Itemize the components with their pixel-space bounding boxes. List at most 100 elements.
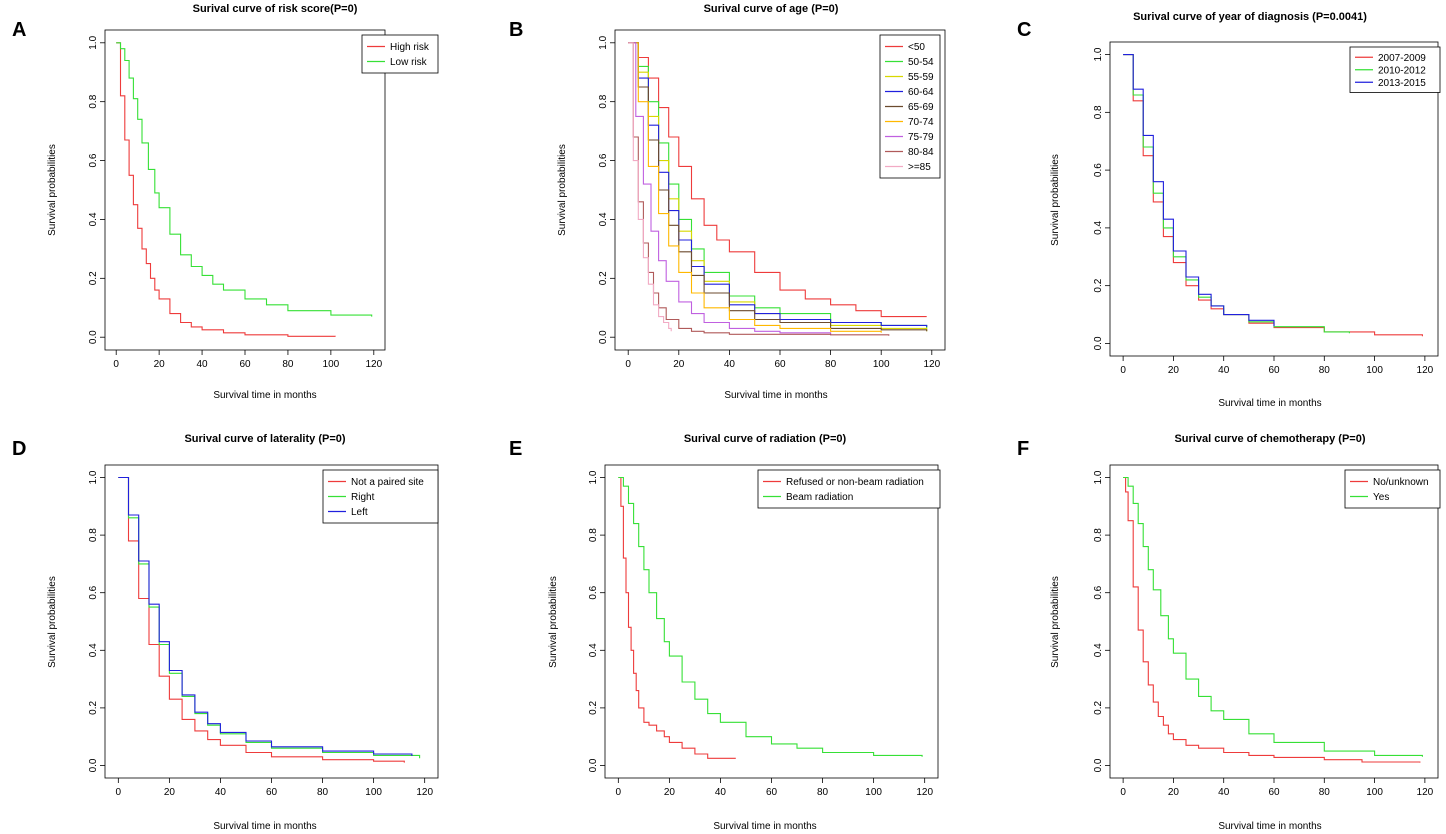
x-tick-label: 40 <box>715 787 727 798</box>
chart-title: Surival curve of age (P=0) <box>704 3 839 15</box>
x-tick-label: 100 <box>1366 787 1383 798</box>
x-tick-label: 120 <box>1417 365 1434 376</box>
y-tick-label: 0.2 <box>88 701 99 715</box>
y-tick-label: 0.2 <box>1093 278 1104 292</box>
x-axis-label: Survival time in months <box>724 390 827 401</box>
x-tick-label: 20 <box>673 359 685 370</box>
panel-f: F Surival curve of chemotherapy (P=0) 0 20 4… <box>1017 433 1441 832</box>
legend-label: 70-74 <box>908 117 934 128</box>
panel-letter: C <box>1017 19 1031 41</box>
y-tick-label: 1.0 <box>1093 470 1104 484</box>
y-tick-label: 1.0 <box>88 35 99 49</box>
chart-title: Surival curve of radiation (P=0) <box>684 433 847 445</box>
x-axis-label: Survival time in months <box>713 821 816 832</box>
y-tick-label: 0.4 <box>1093 643 1104 657</box>
panel-letter: A <box>12 19 26 41</box>
x-axis-label: Survival time in months <box>213 390 316 401</box>
legend-label: Left <box>351 507 368 518</box>
legend-label: Yes <box>1373 492 1389 503</box>
legend-label: Right <box>351 492 375 503</box>
x-tick-label: 60 <box>766 787 778 798</box>
y-axis-label: Survival probabilities <box>548 576 559 668</box>
plot-frame <box>1109 464 1439 779</box>
y-tick-label: 0.4 <box>88 643 99 657</box>
x-tick-label: 40 <box>1218 787 1230 798</box>
series-line-7 <box>628 42 832 335</box>
legend-label: 50-54 <box>908 57 934 68</box>
legend-label: <50 <box>908 42 925 53</box>
series-line-3 <box>1123 54 1275 327</box>
y-tick-label: 1.0 <box>88 470 99 484</box>
y-axis-label: Survival probabilities <box>47 576 58 668</box>
x-tick-label: 80 <box>1319 787 1331 798</box>
y-tick-label: 1.0 <box>588 470 599 484</box>
x-tick-label: 100 <box>323 359 340 370</box>
x-tick-label: 60 <box>1268 365 1280 376</box>
y-tick-label: 0.0 <box>88 758 99 772</box>
x-tick-label: 60 <box>239 359 251 370</box>
legend-label: 55-59 <box>908 72 934 83</box>
x-tick-label: 20 <box>664 787 676 798</box>
x-axis-label: Survival time in months <box>213 821 316 832</box>
y-tick-label: 0.6 <box>598 153 609 167</box>
y-axis-label: Survival probabilities <box>1050 576 1061 668</box>
legend-box <box>361 34 439 74</box>
x-tick-label: 0 <box>616 787 622 798</box>
chart-title: Surival curve of risk score(P=0) <box>193 3 358 15</box>
y-tick-label: 0.2 <box>88 271 99 285</box>
panel-c: C Surival curve of year of diagnosis (P=0… <box>1017 11 1441 409</box>
y-tick-label: 0.8 <box>598 94 609 108</box>
panel-e: E Surival curve of radiation (P=0) 0 20 40 60… <box>509 433 941 832</box>
plot-frame <box>604 464 939 779</box>
x-tick-label: 100 <box>865 787 882 798</box>
x-tick-label: 100 <box>873 359 890 370</box>
y-axis-label: Survival probabilities <box>1050 154 1061 246</box>
y-tick-label: 0.0 <box>598 330 609 344</box>
x-tick-label: 100 <box>365 787 382 798</box>
y-tick-label: 0.0 <box>1093 336 1104 350</box>
x-tick-label: 80 <box>1319 365 1331 376</box>
y-tick-label: 0.6 <box>88 585 99 599</box>
x-tick-label: 20 <box>154 359 166 370</box>
x-tick-label: 0 <box>625 359 631 370</box>
y-tick-label: 0.4 <box>598 212 609 226</box>
series-line-1 <box>628 42 927 318</box>
legend-label: 2013-2015 <box>1378 78 1426 89</box>
series-line-5 <box>628 42 928 332</box>
legend-label: 60-64 <box>908 87 934 98</box>
legend-label: High risk <box>390 42 430 53</box>
y-tick-label: 1.0 <box>598 35 609 49</box>
y-tick-label: 0.8 <box>588 528 599 542</box>
series-line-2 <box>116 42 373 317</box>
y-tick-label: 0.0 <box>1093 758 1104 772</box>
panel-letter: F <box>1017 438 1029 460</box>
x-tick-label: 120 <box>916 787 933 798</box>
x-tick-label: 0 <box>113 359 119 370</box>
plot-frame <box>104 29 386 351</box>
y-tick-label: 0.8 <box>88 94 99 108</box>
series-line-6 <box>628 42 882 333</box>
legend-label: No/unknown <box>1373 477 1429 488</box>
y-tick-label: 0.6 <box>1093 585 1104 599</box>
series-line-9 <box>628 42 672 332</box>
y-tick-label: 0.8 <box>88 528 99 542</box>
panel-letter: D <box>12 438 26 460</box>
series-line-1 <box>118 476 405 763</box>
legend-label: Refused or non-beam radiation <box>786 477 924 488</box>
panel-a: A Surival curve of risk score(P=0) 0 20 40 60… <box>12 3 439 401</box>
y-tick-label: 0.8 <box>1093 105 1104 119</box>
x-tick-label: 120 <box>1417 787 1434 798</box>
panel-d: D Surival curve of laterality (P=0) 0 20 40 6… <box>12 433 439 832</box>
x-tick-label: 40 <box>197 359 209 370</box>
chart-title: Surival curve of year of diagnosis (P=0.… <box>1133 11 1367 23</box>
y-tick-label: 0.2 <box>1093 701 1104 715</box>
y-tick-label: 0.6 <box>1093 163 1104 177</box>
series-line-1 <box>618 476 736 759</box>
x-tick-label: 40 <box>215 787 227 798</box>
legend-label: 65-69 <box>908 102 934 113</box>
legend-box <box>1344 469 1441 509</box>
y-tick-label: 0.0 <box>588 758 599 772</box>
legend-label: 2007-2009 <box>1378 53 1426 64</box>
y-tick-label: 0.0 <box>88 330 99 344</box>
